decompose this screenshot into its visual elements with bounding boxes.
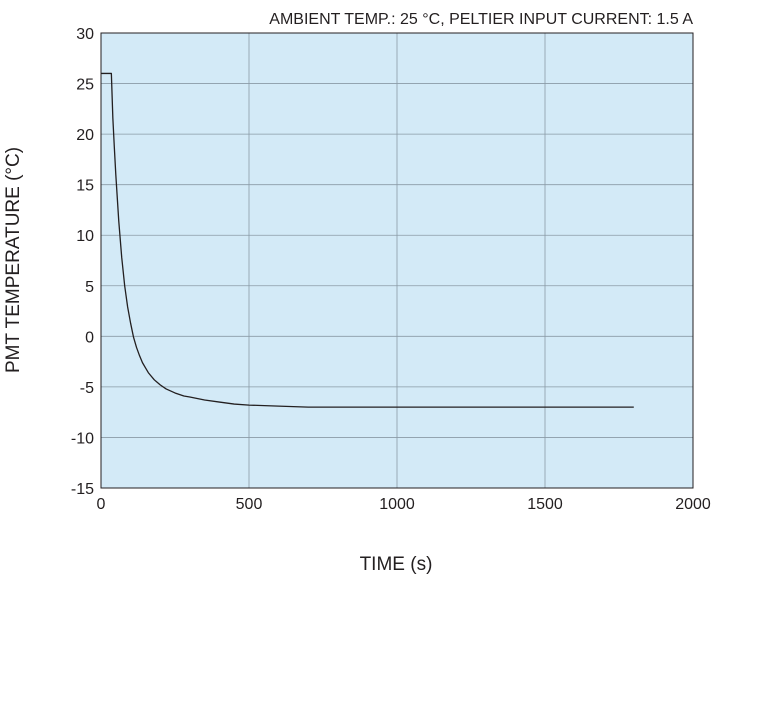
y-tick-label: -10	[71, 430, 94, 447]
x-tick-labels: 0 500 1000 1500 2000	[97, 496, 711, 513]
y-tick-label: -15	[71, 481, 94, 498]
y-tick-label: 30	[76, 26, 94, 43]
y-tick-label: 20	[76, 127, 94, 144]
series-layer	[101, 72, 634, 408]
y-tick-label: 0	[85, 329, 94, 346]
y-tick-label: -5	[80, 380, 94, 397]
x-tick-label: 500	[236, 496, 263, 513]
y-axis-title: PMT TEMPERATURE (°C)	[3, 147, 24, 373]
y-tick-label: 25	[76, 77, 94, 94]
y-tick-label: 10	[76, 228, 94, 245]
x-tick-label: 1500	[527, 496, 563, 513]
chart-subtitle: AMBIENT TEMP.: 25 °C, PELTIER INPUT CURR…	[269, 11, 693, 28]
x-tick-label: 0	[97, 496, 106, 513]
y-tick-labels: 30 25 20 15 10 5 0 -5 -10 -15	[71, 26, 94, 498]
temperature-series-line	[101, 72, 634, 408]
y-tick-label: 15	[76, 178, 94, 195]
x-tick-label: 2000	[675, 496, 711, 513]
plot-frame	[100, 32, 694, 489]
y-tick-label: 5	[85, 279, 94, 296]
x-tick-label: 1000	[379, 496, 415, 513]
x-axis-title: TIME (s)	[360, 554, 433, 575]
